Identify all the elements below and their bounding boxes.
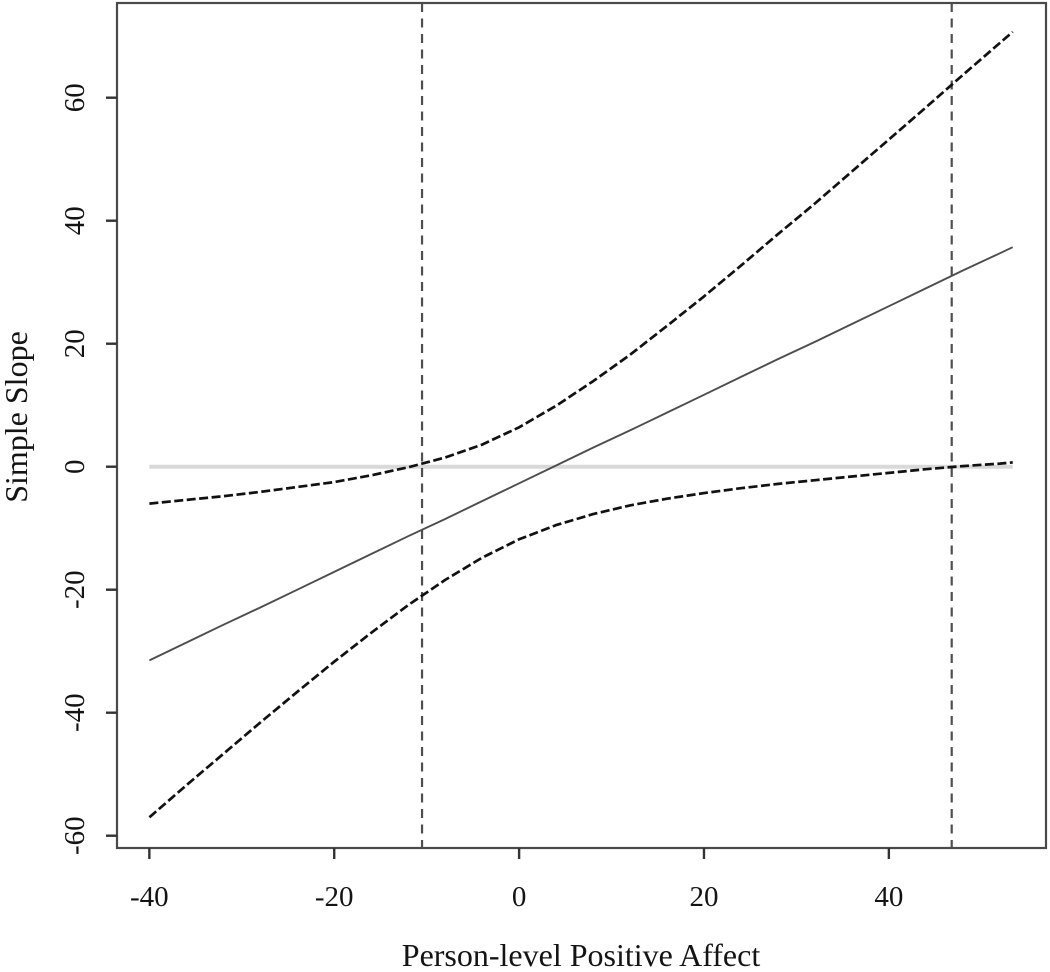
upper_95_ci-line: [149, 30, 1014, 505]
y-tick-label: -40: [59, 693, 91, 732]
y-axis-title: Simple Slope: [0, 331, 34, 503]
x-tick-label: 20: [689, 881, 718, 913]
y-tick-label: -60: [59, 816, 91, 855]
simple_slope_estimate-line: [148, 246, 1014, 662]
plot-border: [115, 1, 1048, 850]
y-tick-label: 40: [59, 206, 91, 235]
y-tick-label: 0: [59, 459, 91, 474]
y-tick-label: -20: [59, 570, 91, 609]
lower_95_ci-line: [148, 461, 1013, 819]
x-axis-title: Person-level Positive Affect: [402, 937, 761, 972]
reference-lines: [149, 3, 1013, 848]
x-axis-ticks: -40 -20 0 20 40: [130, 848, 903, 913]
y-tick-label: 20: [59, 329, 91, 358]
x-tick-label: -40: [130, 881, 169, 913]
x-tick-label: 0: [512, 881, 527, 913]
x-tick-label: 40: [874, 881, 903, 913]
y-axis-ticks: -60 -40 -20 0 20 40 60: [59, 83, 117, 855]
x-tick-label: -20: [315, 881, 354, 913]
series-lines: [148, 30, 1014, 819]
y-tick-label: 60: [59, 83, 91, 112]
